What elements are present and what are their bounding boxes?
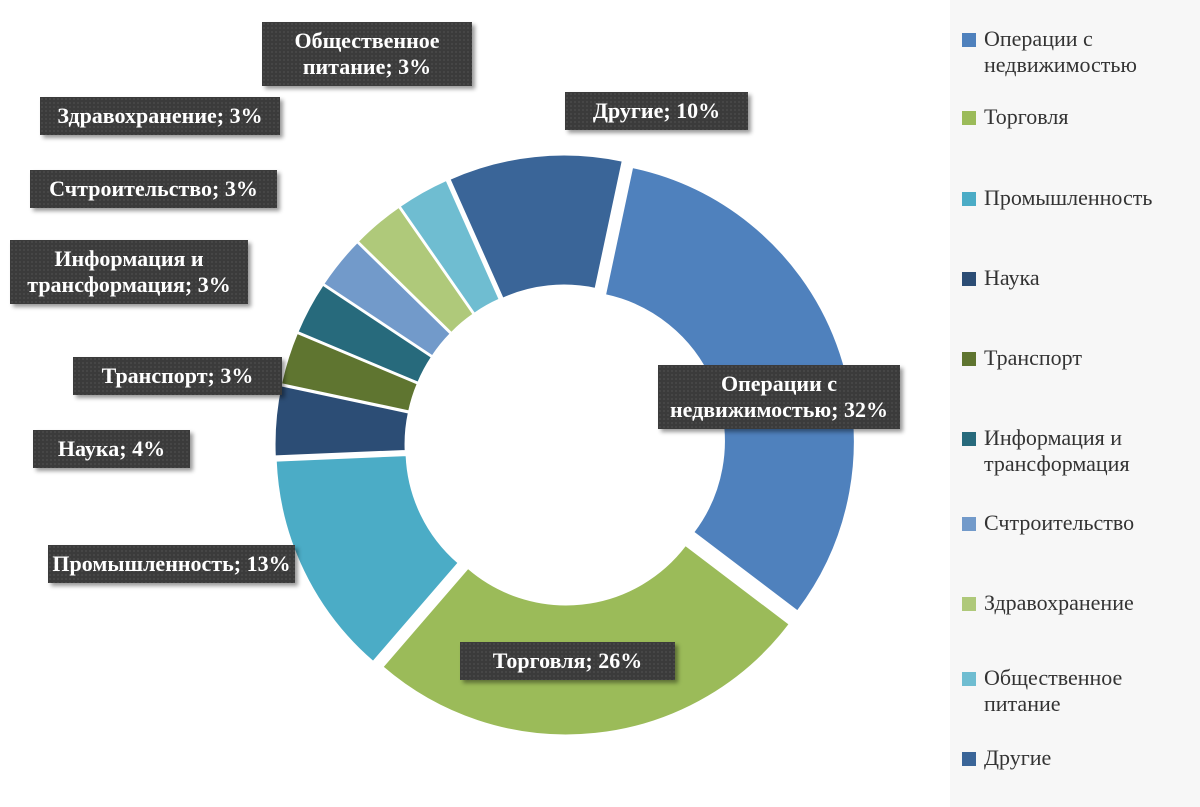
donut-slice [399,179,500,314]
data-label: Операции с недвижимостью; 32% [658,365,900,429]
legend-swatch [962,672,976,686]
donut-slice [382,544,790,736]
legend-item: Наука [962,265,1184,291]
chart [274,154,855,736]
donut-slice [275,455,459,663]
legend-swatch [962,752,976,766]
legend-item: Операции с недвижимостью [962,26,1184,78]
legend-label: Информация и трансформация [984,425,1130,476]
legend-item: Информация и трансформация [962,425,1184,477]
donut-slice [280,332,418,412]
legend-item: Промышленность [962,185,1184,211]
data-label: Счтроительство; 3% [30,170,277,208]
donut-slice [323,242,451,357]
data-label: Наука; 4% [33,430,190,468]
legend-swatch [962,352,976,366]
legend-swatch [962,432,976,446]
legend: Операции с недвижимостью Торговля Промышле… [950,0,1200,807]
legend-label: Транспорт [984,345,1083,370]
legend-swatch [962,517,976,531]
legend-label: Наука [984,265,1040,290]
legend-label: Общественное питание [984,665,1123,716]
data-label: Транспорт; 3% [73,357,282,395]
legend-swatch [962,272,976,286]
legend-label: Другие [984,745,1052,770]
data-label: Промышленность; 13% [48,545,295,583]
donut-slice [297,284,432,383]
data-label: Другие; 10% [565,92,748,130]
data-label: Здравохранение; 3% [40,97,280,135]
legend-item: Торговля [962,104,1184,130]
legend-item: Другие [962,745,1184,771]
legend-item: Счтроительство [962,510,1184,536]
data-label: Торговля; 26% [460,642,675,680]
legend-label: Операции с недвижимостью [984,26,1137,77]
legend-item: Общественное питание [962,665,1184,717]
legend-label: Здравохранение [984,590,1134,615]
legend-item: Здравохранение [962,590,1184,616]
data-label: Общественное питание; 3% [262,22,472,86]
legend-swatch [962,111,976,125]
legend-swatch [962,192,976,206]
donut-slice [449,154,623,299]
data-label: Информация и трансформация; 3% [10,240,248,304]
legend-swatch [962,33,976,47]
legend-item: Транспорт [962,345,1184,371]
legend-label: Счтроительство [984,510,1135,535]
legend-label: Торговля [984,104,1069,129]
donut-slice [357,206,474,334]
legend-label: Промышленность [984,185,1153,210]
legend-swatch [962,597,976,611]
